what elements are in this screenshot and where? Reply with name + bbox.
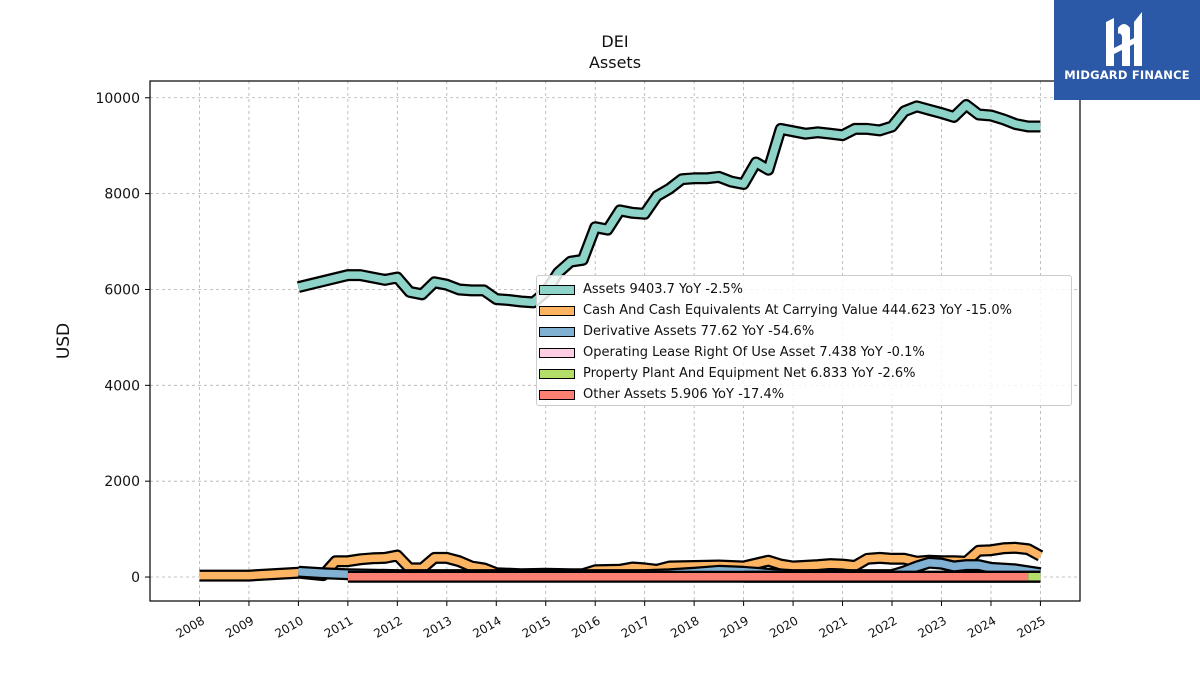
- legend-entry: Other Assets 5.906 YoY -17.4%: [537, 384, 784, 405]
- y-tick-label-2: 4000: [104, 378, 140, 394]
- legend-swatch: [539, 389, 575, 400]
- legend-entry: Assets 9403.7 YoY -2.5%: [537, 279, 743, 300]
- legend-swatch: [539, 368, 575, 379]
- y-axis-label: USD: [54, 323, 74, 359]
- legend-swatch: [539, 326, 575, 337]
- logo-text: MIDGARD FINANCE: [1064, 68, 1190, 82]
- x-tick-label-7: 2015: [520, 613, 553, 640]
- x-tick-label-11: 2019: [718, 613, 751, 640]
- midgard-logo-mark-icon: [1106, 12, 1142, 66]
- legend-swatch: [539, 305, 575, 316]
- legend-entry: Cash And Cash Equivalents At Carrying Va…: [537, 300, 1012, 321]
- legend-entry: Derivative Assets 77.62 YoY -54.6%: [537, 321, 814, 342]
- legend-swatch: [539, 284, 575, 295]
- x-tick-label-8: 2016: [569, 613, 602, 640]
- y-tick-label-4: 8000: [104, 187, 140, 203]
- legend-label: Cash And Cash Equivalents At Carrying Va…: [583, 303, 1012, 318]
- plot-frame: [149, 80, 1081, 602]
- x-tick-label-12: 2020: [767, 613, 800, 640]
- x-tick-label-6: 2014: [470, 613, 503, 640]
- legend-entry: Operating Lease Right Of Use Asset 7.438…: [537, 342, 925, 363]
- x-tick-label-9: 2017: [619, 613, 652, 640]
- chart-legend: Assets 9403.7 YoY -2.5% Cash And Cash Equ…: [536, 275, 1072, 406]
- x-tick-label-15: 2023: [916, 613, 949, 640]
- x-tick-label-16: 2024: [965, 613, 998, 640]
- legend-label: Other Assets 5.906 YoY -17.4%: [583, 387, 785, 402]
- legend-label: Assets 9403.7 YoY -2.5%: [583, 282, 744, 297]
- x-tick-label-17: 2025: [1014, 613, 1047, 640]
- y-tick-label-0: 0: [131, 570, 140, 586]
- x-tick-label-13: 2021: [817, 613, 850, 640]
- x-tick-label-0: 2008: [174, 613, 207, 640]
- legend-swatch: [539, 347, 575, 358]
- x-tick-label-1: 2009: [223, 613, 256, 640]
- series-line-assets: [297, 101, 1041, 307]
- legend-label: Derivative Assets 77.62 YoY -54.6%: [583, 324, 815, 339]
- x-tick-label-5: 2013: [421, 613, 454, 640]
- y-tick-label-5: 10000: [95, 91, 140, 107]
- x-tick-label-3: 2011: [322, 613, 355, 640]
- x-tick-label-14: 2022: [866, 613, 899, 640]
- y-tick-label-3: 6000: [104, 282, 140, 298]
- midgard-finance-logo: MIDGARD FINANCE: [1054, 0, 1200, 100]
- series-outline-assets: [296, 99, 1041, 309]
- legend-label: Operating Lease Right Of Use Asset 7.438…: [583, 345, 925, 360]
- y-tick-label-1: 2000: [104, 474, 140, 490]
- x-tick-label-4: 2012: [371, 613, 404, 640]
- legend-label: Property Plant And Equipment Net 6.833 Y…: [583, 366, 916, 381]
- legend-entry: Property Plant And Equipment Net 6.833 Y…: [537, 363, 916, 384]
- chart-subtitle: Assets: [588, 53, 642, 72]
- x-tick-label-2: 2010: [272, 613, 305, 640]
- chart-title: DEI: [601, 32, 629, 51]
- x-tick-label-10: 2018: [668, 613, 701, 640]
